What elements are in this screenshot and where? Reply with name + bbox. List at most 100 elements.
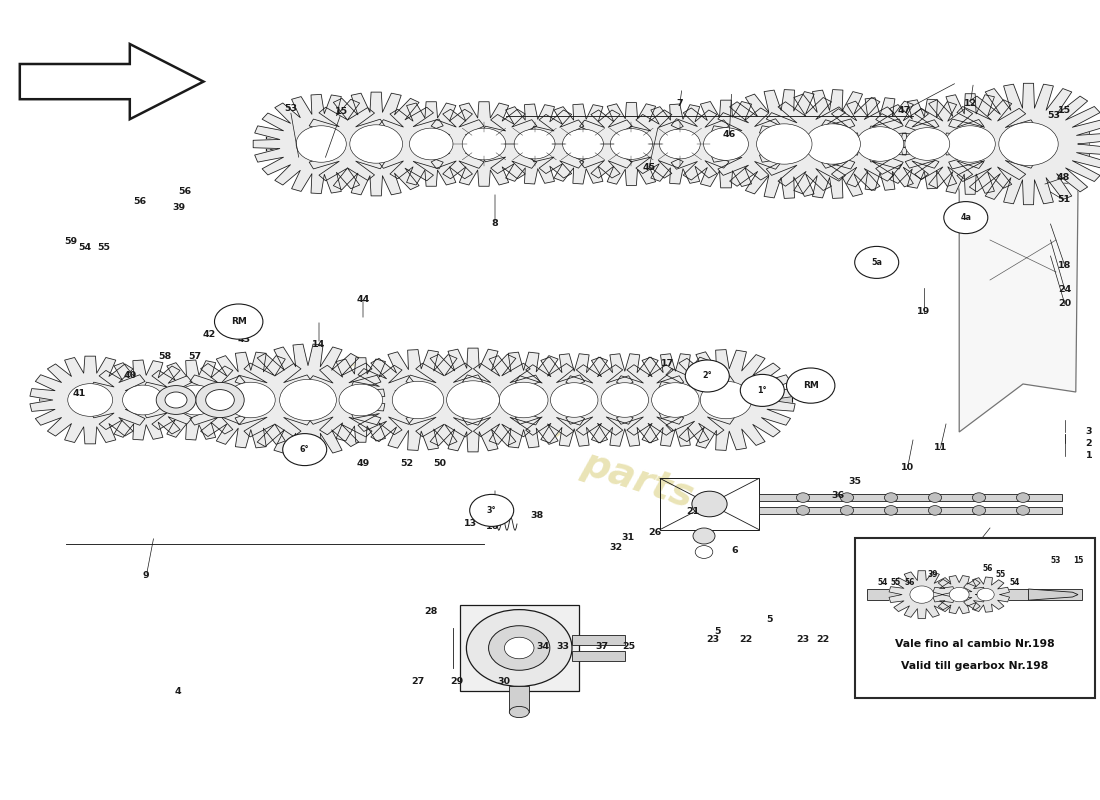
Text: 35: 35 — [848, 477, 861, 486]
Polygon shape — [305, 92, 448, 196]
Circle shape — [601, 382, 649, 418]
Polygon shape — [625, 104, 735, 184]
Circle shape — [972, 493, 986, 502]
Text: 14: 14 — [312, 339, 326, 349]
Text: 25: 25 — [623, 642, 636, 651]
Polygon shape — [758, 90, 908, 198]
Text: 8: 8 — [492, 219, 498, 229]
Text: 41: 41 — [73, 389, 86, 398]
Polygon shape — [349, 350, 487, 450]
Text: 20: 20 — [1058, 299, 1071, 309]
Circle shape — [928, 493, 942, 502]
Circle shape — [1016, 506, 1030, 515]
Circle shape — [227, 382, 275, 418]
Circle shape — [1016, 493, 1030, 502]
Text: 56: 56 — [178, 187, 191, 197]
Circle shape — [659, 129, 701, 159]
Text: 58: 58 — [158, 352, 172, 362]
Text: 45: 45 — [642, 163, 656, 173]
Text: 31: 31 — [621, 533, 635, 542]
Circle shape — [156, 386, 196, 414]
Text: 53: 53 — [284, 104, 297, 114]
Text: 42: 42 — [202, 330, 216, 339]
Text: 26: 26 — [648, 528, 661, 538]
Polygon shape — [20, 44, 204, 119]
Text: 54: 54 — [925, 567, 938, 577]
Text: 10: 10 — [901, 463, 914, 473]
Text: 49: 49 — [356, 459, 370, 469]
Polygon shape — [141, 360, 251, 440]
Circle shape — [350, 125, 403, 163]
Text: 15: 15 — [1072, 556, 1084, 565]
Circle shape — [840, 493, 854, 502]
Circle shape — [685, 360, 729, 392]
Text: 56: 56 — [1030, 557, 1043, 566]
Text: 56: 56 — [133, 197, 146, 206]
Polygon shape — [253, 94, 389, 194]
Circle shape — [972, 506, 986, 515]
Text: 6°: 6° — [300, 445, 309, 454]
Polygon shape — [901, 94, 1040, 194]
Text: 16: 16 — [486, 522, 499, 531]
Text: 24: 24 — [1058, 285, 1071, 294]
Circle shape — [447, 381, 499, 419]
Text: 46: 46 — [723, 130, 736, 139]
Circle shape — [466, 610, 572, 686]
Text: 55: 55 — [996, 570, 1006, 579]
Text: 47: 47 — [898, 106, 911, 115]
Bar — [460, 605, 579, 691]
Text: 4a: 4a — [960, 213, 971, 222]
Text: 37: 37 — [595, 642, 608, 651]
Circle shape — [884, 506, 898, 515]
Bar — [270, 139, 341, 149]
Circle shape — [944, 202, 988, 234]
Circle shape — [409, 128, 453, 160]
Bar — [1076, 131, 1089, 157]
Text: 13: 13 — [464, 519, 477, 529]
Text: 23: 23 — [796, 635, 810, 645]
Text: 1: 1 — [1086, 451, 1092, 461]
Text: Vale fino al cambio Nr.198: Vale fino al cambio Nr.198 — [894, 639, 1055, 649]
Bar — [660, 478, 759, 530]
Circle shape — [283, 434, 327, 466]
Circle shape — [704, 128, 748, 160]
Circle shape — [840, 506, 854, 515]
Circle shape — [462, 128, 506, 160]
FancyBboxPatch shape — [855, 538, 1094, 698]
Text: a passion for: a passion for — [341, 346, 583, 454]
Text: 5: 5 — [767, 615, 773, 625]
Text: 18: 18 — [1058, 261, 1071, 270]
Text: 2: 2 — [1086, 438, 1092, 448]
Circle shape — [296, 126, 346, 162]
Text: 3°: 3° — [487, 506, 496, 515]
Text: 35: 35 — [873, 557, 887, 566]
Text: 53: 53 — [1047, 111, 1060, 121]
Circle shape — [740, 374, 784, 406]
Circle shape — [695, 546, 713, 558]
Polygon shape — [528, 104, 638, 184]
Circle shape — [999, 122, 1058, 166]
Polygon shape — [710, 90, 859, 198]
Polygon shape — [561, 354, 689, 446]
Text: 4: 4 — [492, 519, 498, 529]
Polygon shape — [889, 570, 955, 618]
Text: 54: 54 — [78, 243, 91, 253]
Text: 22: 22 — [739, 635, 752, 645]
Circle shape — [693, 528, 715, 544]
Ellipse shape — [509, 706, 529, 718]
Circle shape — [856, 126, 904, 162]
Text: 54: 54 — [1009, 578, 1020, 586]
Text: 34: 34 — [537, 642, 550, 651]
Text: 48: 48 — [1057, 173, 1070, 182]
Text: 55: 55 — [97, 243, 110, 253]
Text: 36: 36 — [832, 491, 845, 501]
Text: Valid till gearbox Nr.198: Valid till gearbox Nr.198 — [901, 661, 1048, 670]
Text: 3: 3 — [1086, 427, 1092, 437]
Text: 36: 36 — [859, 573, 872, 582]
Text: 29: 29 — [450, 677, 463, 686]
Polygon shape — [933, 575, 986, 614]
Circle shape — [550, 382, 598, 418]
Circle shape — [68, 384, 112, 416]
Polygon shape — [231, 344, 385, 456]
Polygon shape — [426, 102, 542, 186]
